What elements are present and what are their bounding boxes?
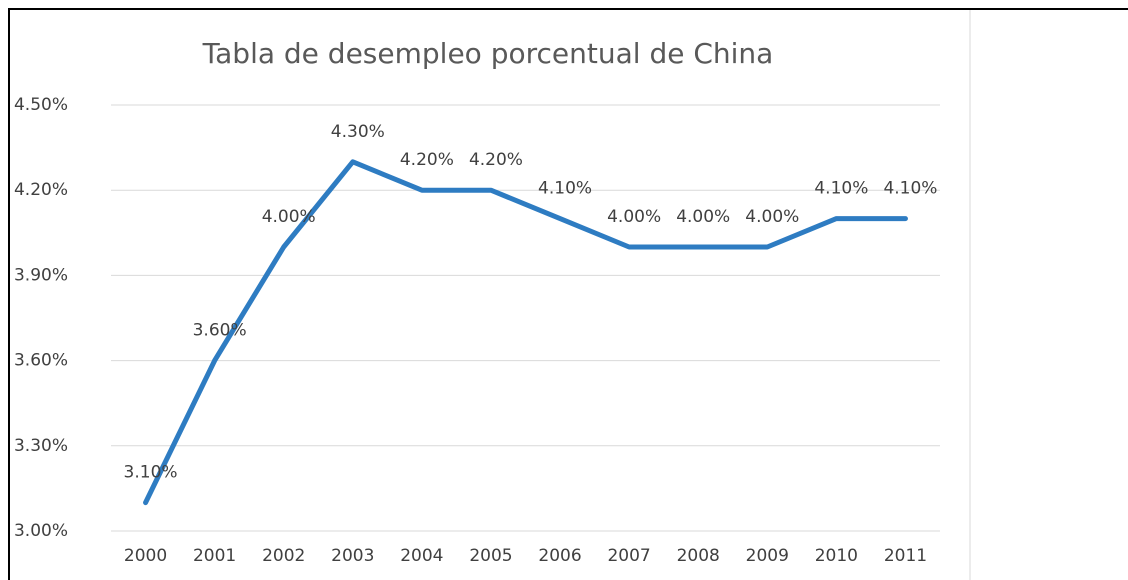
x-tick-label: 2000 bbox=[124, 546, 167, 566]
data-label: 3.60% bbox=[193, 321, 247, 341]
y-tick-label: 4.20% bbox=[14, 180, 68, 200]
data-label: 4.00% bbox=[745, 207, 799, 227]
data-label: 4.20% bbox=[400, 150, 454, 170]
y-tick-label: 3.90% bbox=[14, 265, 68, 285]
x-tick-label: 2008 bbox=[677, 546, 720, 566]
y-tick-label: 3.30% bbox=[14, 436, 68, 456]
x-tick-label: 2002 bbox=[262, 546, 305, 566]
x-tick-label: 2005 bbox=[469, 546, 512, 566]
x-tick-label: 2006 bbox=[538, 546, 581, 566]
x-tick-label: 2007 bbox=[607, 546, 650, 566]
x-tick-label: 2004 bbox=[400, 546, 443, 566]
x-tick-label: 2001 bbox=[193, 546, 236, 566]
data-label: 4.10% bbox=[814, 179, 868, 199]
x-tick-label: 2010 bbox=[815, 546, 858, 566]
y-tick-label: 4.50% bbox=[14, 95, 68, 115]
data-label: 4.20% bbox=[469, 150, 523, 170]
x-tick-label: 2009 bbox=[746, 546, 789, 566]
data-label: 3.10% bbox=[124, 463, 178, 483]
data-label: 4.00% bbox=[262, 207, 316, 227]
data-label: 4.10% bbox=[883, 179, 937, 199]
data-label: 4.00% bbox=[607, 207, 661, 227]
chart-title: Tabla de desempleo porcentual de China bbox=[202, 37, 774, 70]
x-tick-label: 2011 bbox=[884, 546, 927, 566]
data-label: 4.00% bbox=[676, 207, 730, 227]
data-label: 4.10% bbox=[538, 179, 592, 199]
line-series bbox=[143, 159, 908, 506]
y-tick-label: 3.00% bbox=[14, 521, 68, 541]
y-tick-label: 3.60% bbox=[14, 351, 68, 371]
data-label: 4.30% bbox=[331, 122, 385, 142]
x-tick-label: 2003 bbox=[331, 546, 374, 566]
chart-frame bbox=[8, 8, 1128, 580]
